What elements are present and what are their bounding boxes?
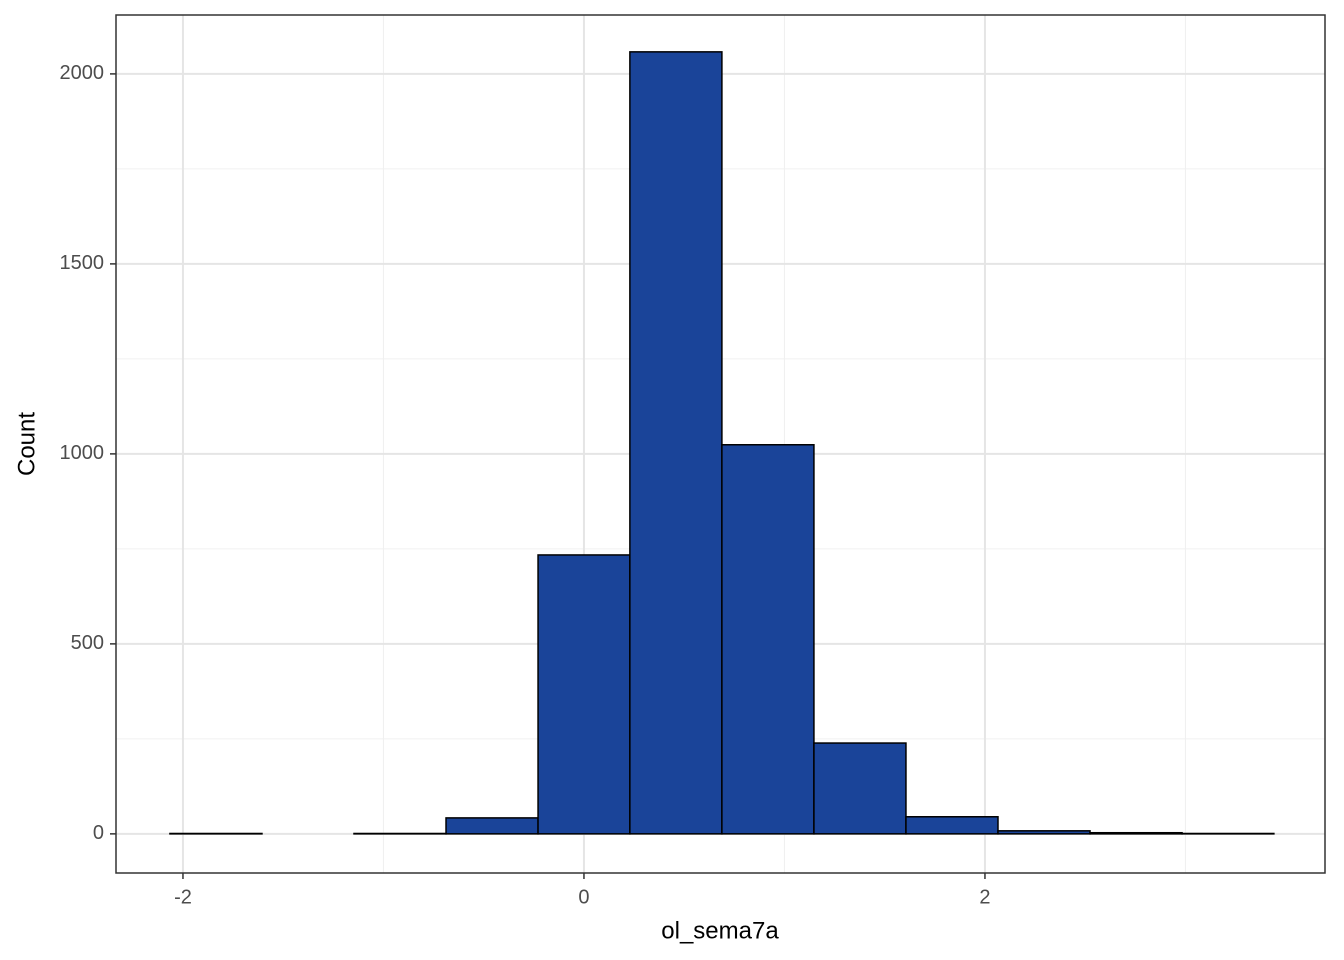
bar — [1089, 831, 1183, 835]
y-tick-label: 1000 — [60, 442, 105, 464]
bar — [629, 51, 723, 835]
y-axis-title: Count — [13, 412, 40, 476]
x-tick-label: -2 — [174, 886, 192, 908]
y-tick-label: 0 — [93, 822, 104, 844]
x-axis-title: ol_sema7a — [661, 917, 779, 944]
bar — [537, 554, 631, 835]
bar — [445, 817, 539, 835]
x-tick-label: 2 — [979, 886, 990, 908]
bar — [905, 816, 999, 835]
bar — [997, 830, 1091, 835]
bar — [721, 444, 815, 835]
x-tick-label: 0 — [578, 886, 589, 908]
y-tick-label: 500 — [71, 632, 104, 654]
panel-border — [115, 14, 1326, 874]
y-tick-label: 1500 — [60, 252, 105, 274]
y-tick-label: 2000 — [60, 62, 105, 84]
bar — [813, 742, 907, 835]
